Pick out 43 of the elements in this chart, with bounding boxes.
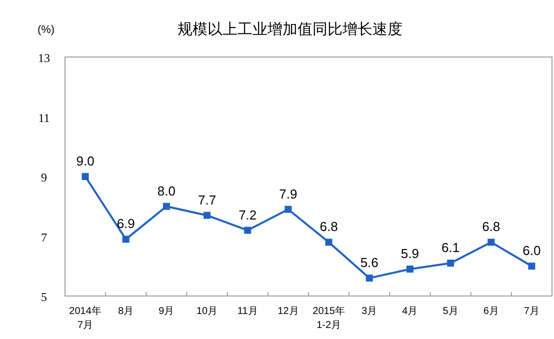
point [488,238,495,246]
data-label: 7.2 [238,207,257,222]
x-tick-label: 2015年 1-2月 [312,305,345,331]
data-label: 5.9 [400,246,419,262]
point [204,212,211,219]
data-label: 9.0 [76,154,94,168]
data-label: 6.8 [482,219,500,234]
y-tick-label: 7 [41,230,47,244]
y-tick-label: 11 [38,110,50,125]
x-tick-label: 7月 [524,306,540,317]
point [244,226,252,234]
data-label: 8.0 [157,183,176,198]
x-tick-label: 12月 [278,306,299,317]
data-label: 7.9 [279,186,298,202]
data-label: 7.7 [198,192,216,208]
point [284,206,292,213]
point [366,274,373,282]
y-tick-label: 13 [38,51,50,65]
chart-title: 规模以上工业增加值同比增长速度 [178,21,402,38]
data-label: 5.6 [360,255,378,270]
x-tick-label: 8月 [118,306,134,317]
y-tick-label: 5 [41,290,47,304]
x-tick-label: 11月 [237,306,258,317]
y-tick-label: 9 [41,170,47,184]
point [447,260,454,267]
y-axis-title: (%) [37,24,55,36]
x-tick-label: 4月 [402,306,418,317]
point [406,266,414,273]
x-tick-label: 2014年 7月 [69,305,102,331]
data-label: 6.8 [320,219,338,234]
data-label: 6.1 [442,240,460,256]
x-tick-label: 10月 [196,306,218,317]
point [528,262,536,270]
data-label: 6.9 [116,216,135,232]
x-tick-label: 9月 [158,306,174,317]
data-label: 6.0 [522,243,541,258]
point [122,236,130,243]
x-tick-label: 5月 [442,306,458,317]
point [325,238,332,246]
point [82,173,89,180]
point [162,202,170,210]
x-tick-label: 3月 [362,306,378,317]
x-tick-label: 6月 [483,306,499,317]
